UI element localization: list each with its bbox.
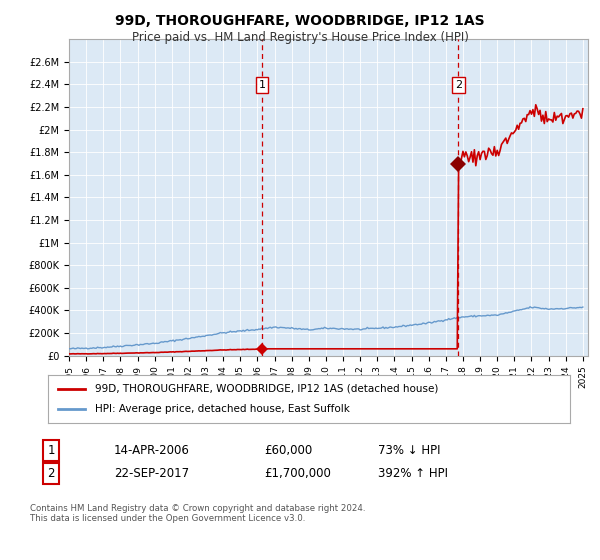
- Text: Contains HM Land Registry data © Crown copyright and database right 2024.
This d: Contains HM Land Registry data © Crown c…: [30, 504, 365, 524]
- Text: £60,000: £60,000: [264, 444, 312, 458]
- Text: £1,700,000: £1,700,000: [264, 466, 331, 480]
- Text: 73% ↓ HPI: 73% ↓ HPI: [378, 444, 440, 458]
- Text: 99D, THOROUGHFARE, WOODBRIDGE, IP12 1AS: 99D, THOROUGHFARE, WOODBRIDGE, IP12 1AS: [115, 14, 485, 28]
- Text: 1: 1: [259, 80, 266, 90]
- Text: 2: 2: [47, 466, 55, 480]
- Text: Price paid vs. HM Land Registry's House Price Index (HPI): Price paid vs. HM Land Registry's House …: [131, 31, 469, 44]
- Text: HPI: Average price, detached house, East Suffolk: HPI: Average price, detached house, East…: [95, 404, 350, 414]
- Text: 2: 2: [455, 80, 462, 90]
- Text: 99D, THOROUGHFARE, WOODBRIDGE, IP12 1AS (detached house): 99D, THOROUGHFARE, WOODBRIDGE, IP12 1AS …: [95, 384, 439, 394]
- Text: 392% ↑ HPI: 392% ↑ HPI: [378, 466, 448, 480]
- Text: 14-APR-2006: 14-APR-2006: [114, 444, 190, 458]
- Text: 22-SEP-2017: 22-SEP-2017: [114, 466, 189, 480]
- Text: 1: 1: [47, 444, 55, 458]
